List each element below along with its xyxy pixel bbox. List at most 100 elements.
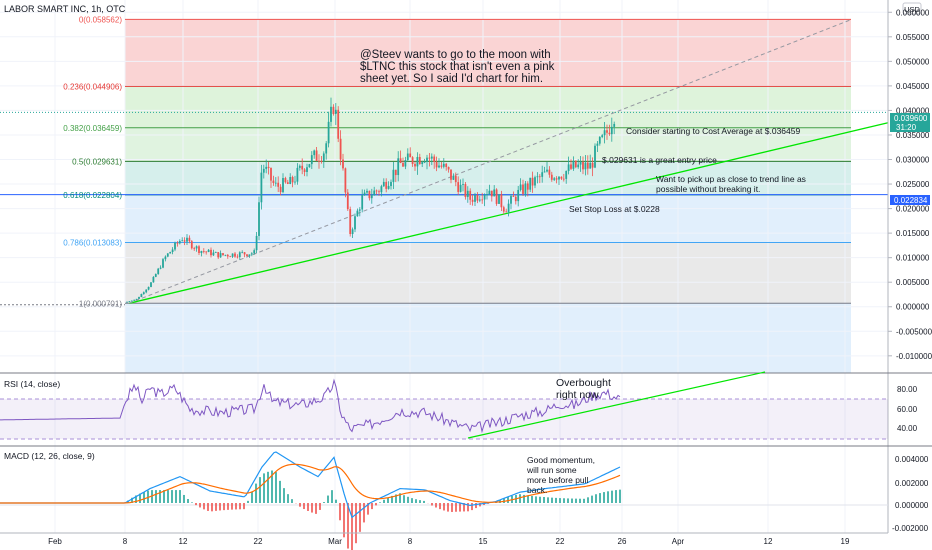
candle-body bbox=[226, 254, 229, 257]
macd-histogram-bar bbox=[483, 503, 485, 506]
candle-body bbox=[176, 242, 179, 244]
macd-histogram-bar bbox=[191, 502, 193, 503]
macd-histogram-bar bbox=[535, 496, 537, 503]
candle-body bbox=[543, 171, 546, 173]
candle-body bbox=[205, 251, 208, 253]
macd-histogram-bar bbox=[211, 503, 213, 512]
price-axis[interactable]: 0.060000 0.055000 0.050000 0.045000 0.040000… bbox=[888, 8, 932, 361]
annotation-stop-loss: Set Stop Loss at $.0228 bbox=[569, 204, 660, 214]
macd-histogram-bar bbox=[575, 498, 577, 503]
candle-body bbox=[406, 153, 409, 161]
fib-level-label: 0(0.058562) bbox=[79, 15, 122, 24]
candlestick-series bbox=[126, 97, 616, 303]
price-tick-label: 0.045000 bbox=[896, 82, 930, 91]
macd-histogram-bar bbox=[443, 503, 445, 511]
macd-histogram-bar bbox=[171, 490, 173, 503]
candle-body bbox=[248, 254, 251, 256]
macd-histogram-bar bbox=[591, 495, 593, 503]
candle-body bbox=[416, 156, 419, 167]
last-price: 0.039600 bbox=[894, 114, 928, 123]
bar-countdown: 31:20 bbox=[896, 123, 917, 132]
candle-body bbox=[147, 286, 150, 290]
macd-histogram-bar bbox=[603, 492, 605, 503]
candle-body bbox=[459, 184, 462, 192]
candle-body bbox=[435, 161, 438, 168]
candle-body bbox=[380, 186, 383, 193]
candle-body bbox=[555, 178, 558, 180]
macd-histogram-bar bbox=[351, 503, 353, 550]
macd-histogram-bar bbox=[543, 497, 545, 503]
macd-histogram-bar bbox=[223, 503, 225, 511]
candle-body bbox=[274, 182, 277, 184]
candle-body bbox=[130, 300, 133, 302]
candle-body bbox=[152, 276, 155, 283]
candle-body bbox=[404, 160, 407, 167]
macd-histogram-bar bbox=[451, 503, 453, 512]
price-tick-label: 0.010000 bbox=[896, 254, 930, 263]
candle-body bbox=[488, 190, 491, 195]
macd-histogram-bar bbox=[527, 495, 529, 503]
time-axis[interactable]: Feb 8 12 22 Mar 8 15 22 26 Apr 12 19 bbox=[48, 537, 850, 546]
candle-body bbox=[570, 164, 572, 169]
candle-body bbox=[238, 252, 241, 258]
candle-body bbox=[447, 167, 450, 170]
candle-body bbox=[142, 292, 145, 294]
candle-body bbox=[344, 168, 347, 193]
candle-body bbox=[308, 164, 311, 168]
macd-histogram-bar bbox=[323, 502, 325, 503]
macd-histogram-bar bbox=[307, 503, 309, 511]
annotation-overbought-line-1: Overbought bbox=[556, 377, 611, 389]
macd-histogram-bar bbox=[159, 490, 161, 503]
macd-histogram-bar bbox=[363, 503, 365, 523]
macd-histogram-bar bbox=[235, 503, 237, 510]
price-tick-label: 0.050000 bbox=[896, 57, 930, 66]
macd-histogram-bar bbox=[163, 490, 165, 503]
candle-body bbox=[265, 166, 268, 169]
macd-histogram-bar bbox=[283, 488, 285, 503]
time-tick-label: 15 bbox=[479, 537, 488, 546]
candle-body bbox=[286, 182, 289, 184]
macd-histogram-bar bbox=[279, 480, 281, 503]
macd-histogram-bar bbox=[583, 498, 585, 503]
candle-body bbox=[231, 253, 234, 257]
annotation-trend-line-2: possible without breaking it. bbox=[656, 184, 760, 194]
candle-body bbox=[346, 192, 349, 210]
rsi-line bbox=[0, 378, 621, 434]
candle-body bbox=[385, 181, 388, 189]
candle-body bbox=[236, 256, 239, 258]
candle-body bbox=[519, 184, 522, 190]
macd-histogram-bar bbox=[475, 503, 477, 509]
currency-badge[interactable] bbox=[902, 2, 922, 15]
price-tick-label: 0.040000 bbox=[896, 106, 930, 115]
macd-histogram-bar bbox=[203, 503, 205, 510]
candle-body bbox=[234, 253, 236, 257]
candle-body bbox=[498, 194, 500, 204]
macd-histogram-bar bbox=[271, 470, 273, 503]
macd-histogram-bar bbox=[559, 498, 561, 503]
macd-histogram-bar bbox=[263, 473, 265, 503]
candle-body bbox=[186, 237, 188, 242]
macd-histogram-bar bbox=[611, 490, 613, 503]
candle-body bbox=[351, 229, 354, 235]
candle-body bbox=[337, 109, 340, 139]
macd-histogram-bar bbox=[567, 498, 569, 503]
candle-body bbox=[514, 196, 517, 202]
candle-body bbox=[517, 189, 520, 202]
candle-body bbox=[334, 109, 337, 114]
candle-body bbox=[474, 195, 476, 202]
candle-body bbox=[310, 155, 313, 165]
candle-body bbox=[279, 186, 282, 193]
macd-tick-2: 0.000000 bbox=[895, 501, 929, 510]
candle-body bbox=[258, 202, 260, 236]
candle-body bbox=[550, 174, 553, 180]
candle-body bbox=[255, 235, 258, 251]
candle-body bbox=[387, 186, 390, 189]
candle-body bbox=[145, 289, 148, 293]
macd-histogram-bar bbox=[255, 483, 257, 503]
candle-body bbox=[594, 145, 596, 168]
candle-body bbox=[426, 157, 428, 162]
annotation-moon: @Steev wants to go to the moon with $LTN… bbox=[360, 49, 555, 85]
candle-body bbox=[241, 252, 244, 254]
candle-body bbox=[526, 183, 529, 190]
